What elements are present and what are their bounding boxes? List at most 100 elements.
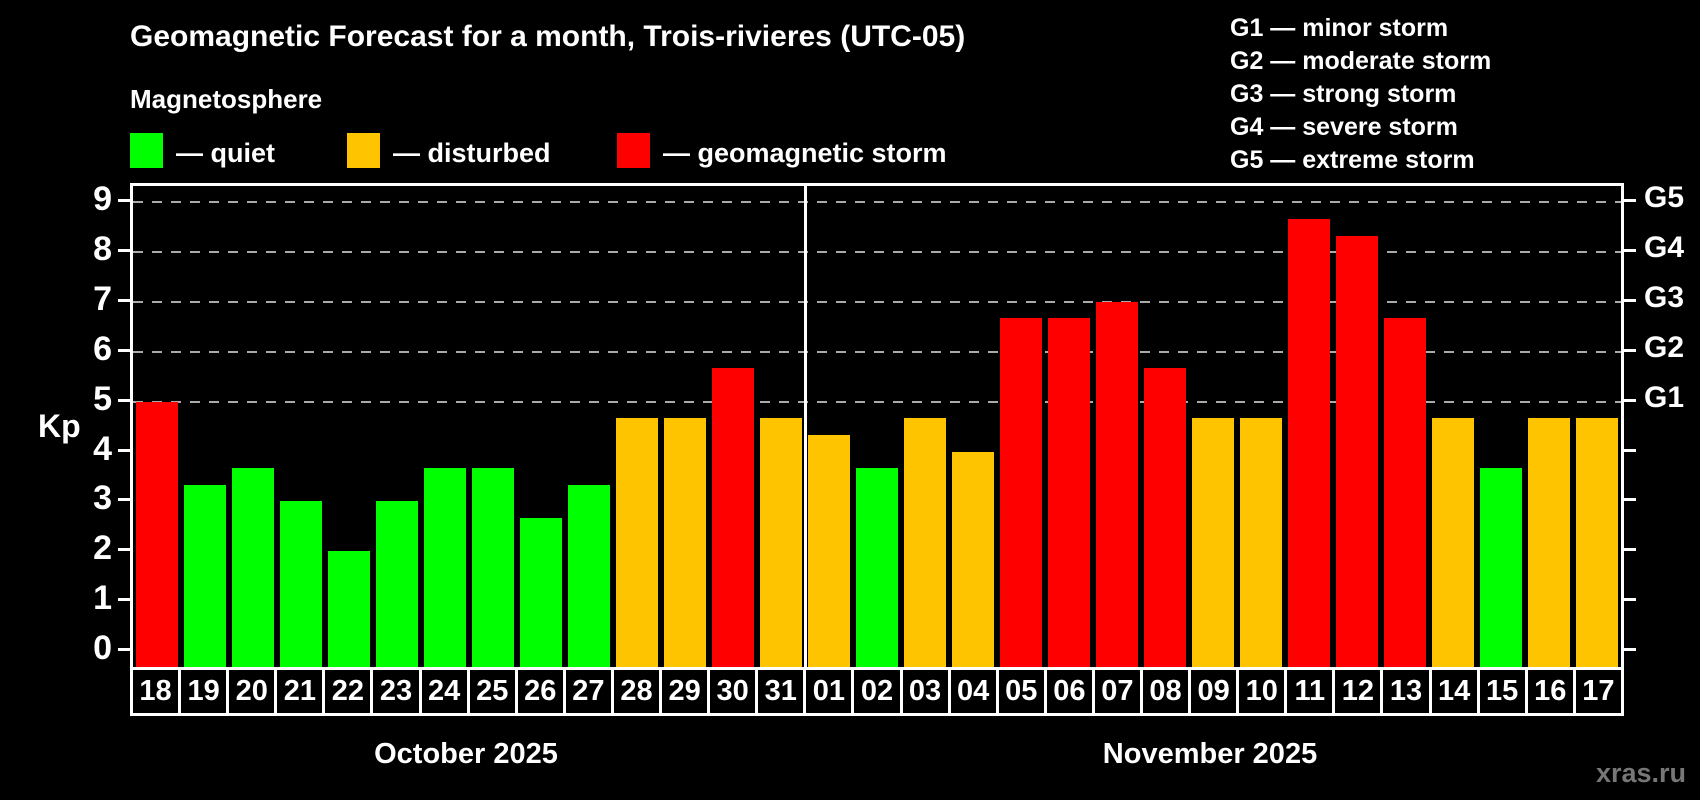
y-tick-left-9: [118, 199, 130, 203]
chart-title: Geomagnetic Forecast for a month, Trois-…: [130, 20, 966, 53]
day-cell-30: 30: [710, 670, 759, 713]
y-tick-right-6: [1624, 348, 1636, 352]
storm-legend-label: — geomagnetic storm: [663, 138, 947, 168]
g-scale-legend-line: G2 — moderate storm: [1230, 47, 1492, 75]
day-cell-21: 21: [277, 670, 326, 713]
kp-bar-18: [136, 401, 178, 667]
day-cell-09: 09: [1191, 670, 1240, 713]
y-tick-left-0: [118, 648, 130, 651]
day-cell-22: 22: [325, 670, 374, 713]
disturbed-legend-label: — disturbed: [393, 138, 551, 168]
g-scale-legend: G1 — minor storm G2 — moderate storm G3 — …: [1230, 12, 1491, 177]
g-level-label-G4: G4: [1644, 231, 1685, 265]
kp-bar-10: [1240, 418, 1282, 667]
day-cell-07: 07: [1094, 670, 1143, 713]
g-level-label-G3: G3: [1644, 280, 1685, 314]
day-cell-05: 05: [998, 670, 1047, 713]
y-tick-left-5: [118, 398, 130, 402]
magnetosphere-label: Magnetosphere: [130, 84, 323, 114]
y-tick-label-6: 6: [93, 329, 112, 368]
day-cell-04: 04: [950, 670, 999, 713]
kp-bar-08: [1144, 368, 1186, 667]
y-tick-left-3: [118, 498, 130, 502]
y-tick-label-8: 8: [93, 230, 112, 269]
day-cell-20: 20: [229, 670, 278, 713]
y-tick-left-6: [118, 348, 130, 352]
y-tick-right-5: [1624, 398, 1636, 402]
kp-bar-12: [1336, 235, 1378, 667]
day-cell-27: 27: [565, 670, 614, 713]
kp-bar-24: [424, 468, 466, 667]
y-tick-label-3: 3: [93, 479, 112, 518]
g-level-label-G1: G1: [1644, 380, 1685, 414]
day-cell-16: 16: [1527, 670, 1576, 713]
kp-bar-26: [520, 517, 562, 667]
day-cell-11: 11: [1287, 670, 1336, 713]
kp-bar-28: [616, 418, 658, 667]
kp-bar-14: [1432, 418, 1474, 667]
day-label-row: 18 19 20 21 22 23 24 25 26 27 28 29 30 31 01 02 03 04 05 06…: [130, 667, 1624, 716]
day-cell-12: 12: [1335, 670, 1384, 713]
y-axis-title: Kp: [38, 408, 81, 444]
kp-bar-16: [1528, 418, 1570, 667]
kp-bar-01: [808, 435, 850, 667]
y-tick-label-1: 1: [93, 579, 112, 618]
kp-bar-19: [184, 484, 226, 667]
day-cell-03: 03: [902, 670, 951, 713]
kp-bar-06: [1048, 318, 1090, 667]
kp-bar-25: [472, 468, 514, 667]
day-cell-17: 17: [1575, 670, 1621, 713]
y-tick-right-1: [1624, 598, 1636, 602]
day-cell-28: 28: [613, 670, 663, 713]
y-tick-label-0: 0: [93, 629, 112, 667]
month-label-0: October 2025: [374, 738, 558, 770]
gridline-kp7: [133, 300, 1621, 303]
day-cell-18: 18: [133, 670, 182, 713]
y-tick-right-4: [1624, 448, 1636, 452]
month-separator-line: [803, 186, 807, 667]
gridline-kp5: [133, 400, 1621, 403]
kp-bar-02: [856, 468, 898, 667]
kp-bar-13: [1384, 318, 1426, 667]
y-tick-label-9: 9: [93, 180, 112, 219]
g-level-label-G5: G5: [1644, 181, 1685, 215]
storm-legend-swatch: [617, 133, 650, 168]
y-tick-left-7: [118, 298, 130, 302]
gridline-kp6: [133, 350, 1621, 353]
kp-bar-27: [568, 484, 610, 667]
gridline-kp8: [133, 251, 1621, 254]
y-tick-right-0: [1624, 648, 1636, 651]
y-tick-label-4: 4: [93, 429, 112, 468]
g-scale-legend-line: G3 — strong storm: [1230, 80, 1457, 108]
day-cell-23: 23: [373, 670, 422, 713]
kp-bar-05: [1000, 318, 1042, 667]
y-tick-left-4: [118, 448, 130, 452]
gridline-kp9: [133, 201, 1621, 204]
kp-bar-09: [1192, 418, 1234, 667]
y-tick-label-5: 5: [93, 379, 112, 418]
day-cell-02: 02: [854, 670, 903, 713]
kp-bar-31: [760, 418, 802, 667]
day-cell-19: 19: [181, 670, 230, 713]
kp-bar-04: [952, 451, 994, 667]
day-cell-26: 26: [517, 670, 566, 713]
day-cell-10: 10: [1239, 670, 1288, 713]
kp-bar-03: [904, 418, 946, 667]
kp-bar-15: [1480, 468, 1522, 667]
y-tick-right-7: [1624, 298, 1636, 302]
day-cell-15: 15: [1479, 670, 1528, 713]
y-tick-left-8: [118, 249, 130, 253]
kp-bar-22: [328, 551, 370, 667]
kp-bar-17: [1576, 418, 1618, 667]
y-tick-label-7: 7: [93, 279, 112, 318]
y-tick-label-2: 2: [93, 529, 112, 568]
y-tick-left-2: [118, 548, 130, 552]
disturbed-legend-swatch: [347, 133, 380, 168]
day-cell-08: 08: [1142, 670, 1192, 713]
y-tick-left-1: [118, 598, 130, 602]
watermark: xras.ru: [1595, 758, 1686, 788]
g-scale-legend-line: G5 — extreme storm: [1230, 146, 1475, 174]
day-cell-31: 31: [758, 670, 807, 713]
day-cell-13: 13: [1383, 670, 1432, 713]
